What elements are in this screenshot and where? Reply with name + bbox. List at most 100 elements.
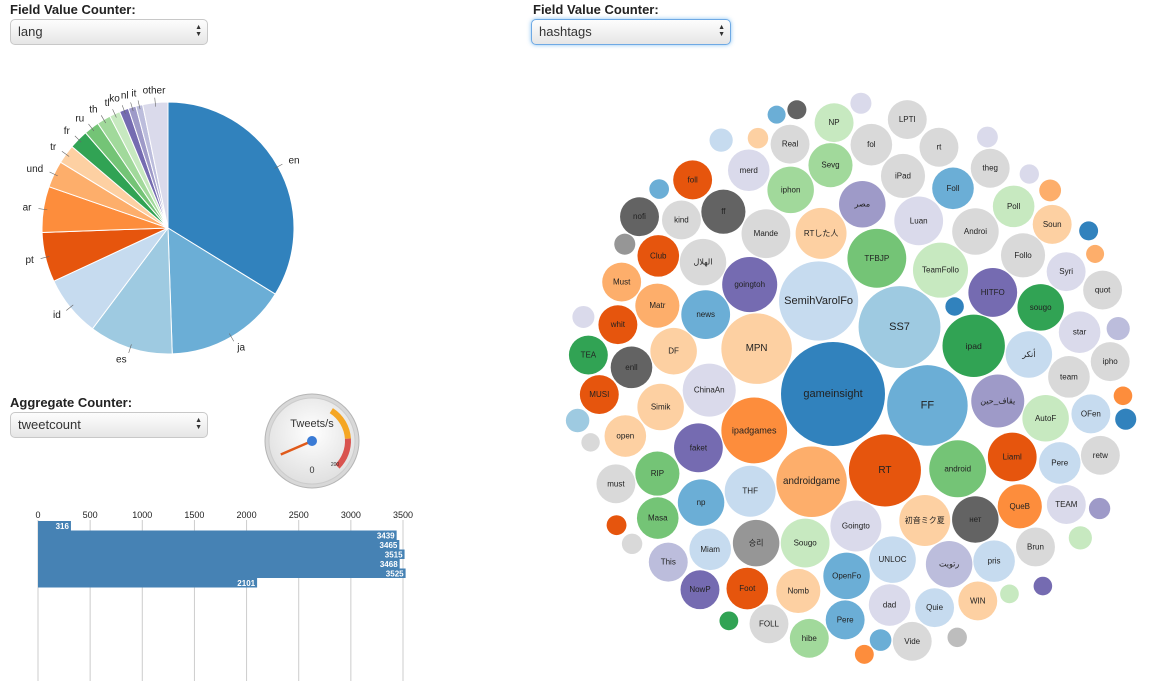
hashtag-bubble-label: Pere <box>1051 458 1068 467</box>
hashtag-bubble-label: pris <box>988 557 1001 566</box>
hashtag-bubble-label: ﺭﺗﻮﻳﺖ <box>939 560 959 569</box>
hashtag-bubble-label: Sougo <box>794 539 818 548</box>
bar-value-label: 3468 <box>380 560 398 569</box>
hashtag-bubble-small <box>709 128 733 152</box>
pie-label-leader <box>112 109 117 118</box>
pie-label-leader <box>40 256 50 259</box>
hashtag-bubble <box>825 600 865 640</box>
hashtag-bubble-small <box>747 127 769 149</box>
hashtag-bubble <box>749 604 789 644</box>
hashtag-bubble-label: iPad <box>895 171 911 180</box>
pie-label-es: es <box>116 355 127 366</box>
hashtag-bubble <box>726 567 769 610</box>
hashtag-bubble-label: THF <box>742 487 758 496</box>
hashtag-bubble-label: LPTI <box>899 115 916 124</box>
hashtags-counter-label: Field Value Counter: <box>533 2 659 17</box>
hashtags-bubble-chart: gameinsight SS7 FF SemihVarolFo RT MPN android… <box>565 92 1137 664</box>
hashtag-bubble-label: OFen <box>1081 409 1101 418</box>
hashtag-bubble-label: OpenFo <box>832 571 861 580</box>
lang-field-select[interactable]: lang ▲ ▼ <box>10 19 208 45</box>
hashtag-bubble-label: Brun <box>1027 542 1044 551</box>
hashtag-bubble-small <box>869 629 892 651</box>
hashtag-bubble-small <box>649 179 670 199</box>
hashtag-bubble <box>721 313 792 384</box>
hashtag-bubble-small <box>719 611 739 631</box>
hashtag-bubble <box>1071 394 1111 434</box>
hashtag-bubble <box>932 167 974 210</box>
hashtag-bubble <box>1046 252 1086 292</box>
select-arrows-icon: ▲ ▼ <box>718 24 725 38</box>
hashtag-bubble <box>661 200 701 240</box>
hashtag-bubble <box>808 143 853 188</box>
tweets-gauge: Tweets/s 0 200 <box>264 393 360 489</box>
hashtag-bubble-label: ipad <box>966 341 983 351</box>
pie-label-leader <box>61 150 70 157</box>
hashtag-bubble-label: np <box>697 498 706 507</box>
hashtag-bubble <box>1046 485 1086 524</box>
hashtag-bubble <box>604 415 647 457</box>
hashtag-bubble <box>673 160 713 200</box>
hashtag-bubble-label: RTした人 <box>804 229 839 238</box>
aggregate-select[interactable]: tweetcount ▲ ▼ <box>10 412 208 438</box>
hashtag-bubble-small <box>1088 497 1111 520</box>
hashtag-bubble <box>1038 442 1081 484</box>
bar-rect <box>38 530 397 540</box>
pie-label-tl: tl <box>105 98 110 109</box>
hashtag-bubble-label: NowP <box>689 585 710 594</box>
hashtag-bubble-small <box>1113 386 1133 406</box>
hashtag-bubble-label: faket <box>690 443 708 452</box>
bar-rect <box>38 549 405 559</box>
pie-label-leader <box>66 304 74 311</box>
hashtag-bubble <box>847 228 907 288</box>
hashtag-bubble-label: whit <box>610 320 626 329</box>
hashtag-bubble <box>1048 356 1090 398</box>
hashtag-bubble-small <box>1019 164 1039 184</box>
hashtag-bubble <box>952 496 999 543</box>
hashtag-bubble-small <box>947 627 967 648</box>
hashtag-bubble-label: Foot <box>739 584 756 593</box>
hashtag-bubble-label: Androi <box>964 227 987 236</box>
pie-label-leader <box>88 123 95 132</box>
hashtag-bubble-label: nofi <box>633 212 646 221</box>
hashtag-bubble <box>637 235 680 277</box>
hashtag-bubble <box>887 100 927 140</box>
hashtag-bubble <box>767 166 814 214</box>
hashtag-bubble-label: HITFO <box>981 288 1005 297</box>
hashtag-bubble <box>677 479 725 526</box>
lang-field-select-value: lang <box>18 24 43 39</box>
hashtag-bubble-label: sougo <box>1030 303 1052 312</box>
hashtag-bubble-label: Nomb <box>788 586 810 595</box>
pie-label-fr: fr <box>64 126 71 137</box>
bar-rect <box>38 521 71 531</box>
hashtag-bubble <box>635 451 680 496</box>
hashtag-bubble <box>721 397 788 464</box>
hashtag-bubble-small <box>1106 316 1130 341</box>
bar-value-label: 2101 <box>237 579 255 588</box>
select-arrows-icon: ▲ ▼ <box>195 24 202 38</box>
bar-tick-label: 1000 <box>132 510 152 520</box>
hashtag-bubble-label: Liaml <box>1003 452 1022 461</box>
hashtag-bubble <box>970 148 1010 188</box>
bar-value-label: 3515 <box>385 551 403 560</box>
bar-tick-label: 3000 <box>341 510 361 520</box>
hashtag-bubble-label: ﺃﻧﻜﺮ <box>1021 348 1035 359</box>
hashtag-bubble-label: goingtoh <box>734 280 765 289</box>
tweetcount-bar-chart: 0 500 1000 1500 2000 2500 3000 3500316343934653… <box>35 510 413 681</box>
hashtag-bubble <box>973 540 1015 582</box>
hashtag-bubble <box>912 242 969 298</box>
hashtag-bubble <box>722 257 778 313</box>
hashtag-bubble-label: android <box>944 464 971 473</box>
aggregate-counter-label: Aggregate Counter: <box>10 395 133 410</box>
hashtag-bubble <box>776 446 847 518</box>
bar-value-label: 3525 <box>386 570 404 579</box>
hashtags-field-select[interactable]: hashtags ▲ ▼ <box>531 19 731 45</box>
bar-tick-label: 1500 <box>184 510 204 520</box>
hashtag-bubble-label: TEAM <box>1055 500 1078 509</box>
hashtag-bubble <box>814 103 854 143</box>
hashtag-bubble <box>987 432 1037 482</box>
hashtag-bubble <box>887 365 968 446</box>
pie-label-leader <box>121 105 126 114</box>
hashtag-bubble-small <box>1033 576 1053 596</box>
hashtag-bubble-label: SemihVarolFo <box>784 295 853 307</box>
hashtag-bubble-label: Soun <box>1043 220 1062 229</box>
